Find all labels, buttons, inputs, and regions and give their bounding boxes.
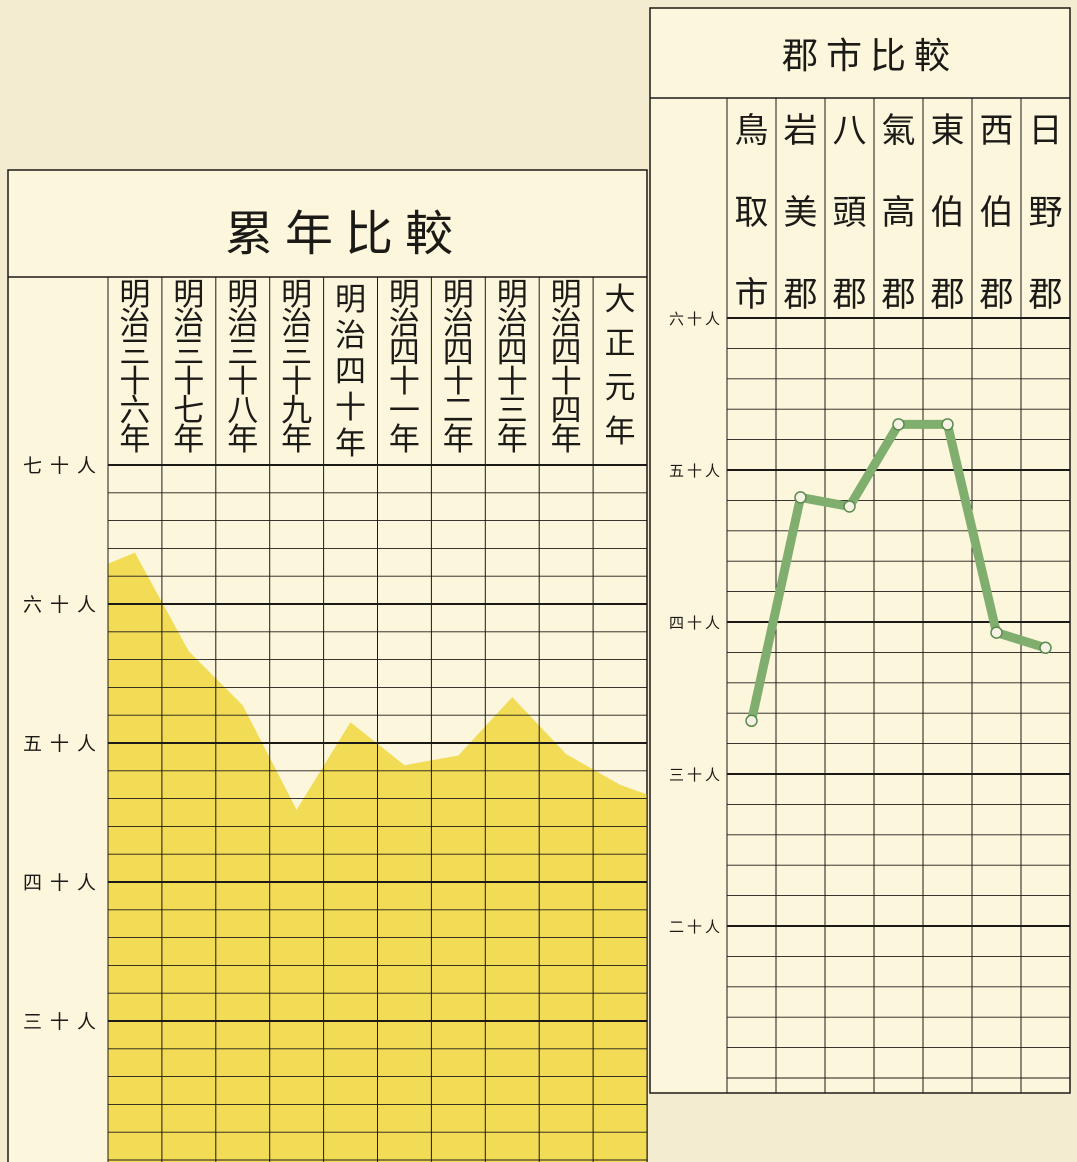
annual-category-label: 明治三十九年: [281, 277, 312, 458]
district-line-layer: [745, 418, 1052, 728]
district-category-label: 岩美郡: [784, 111, 818, 315]
annual-comparison-chart: 累年比較 明治三十六年明治三十七年明治三十八年明治三十九年明治四十年明治四十一年…: [7, 169, 648, 1162]
district-chart-frame: [649, 7, 1071, 1094]
district-category-label: 氣高郡: [882, 111, 916, 315]
annual-y-tick-label: 五十人: [23, 733, 104, 755]
district-y-tick-label: 二十人: [669, 918, 723, 936]
district-data-point: [892, 418, 905, 431]
district-category-label: 西伯郡: [980, 111, 1014, 315]
district-data-point: [1039, 641, 1052, 655]
annual-chart-title: 累年比較: [225, 206, 465, 262]
district-y-tick-label: 四十人: [669, 614, 723, 632]
annual-y-tick-label: 三十人: [23, 1011, 104, 1033]
annual-category-label: 明治四十二年: [443, 277, 474, 458]
district-category-label: 鳥取市: [735, 111, 769, 315]
district-data-point: [843, 500, 856, 513]
annual-y-tick-label: 六十人: [23, 594, 104, 616]
annual-category-labels: 明治三十六年明治三十七年明治三十八年明治三十九年明治四十年明治四十一年明治四十二…: [119, 277, 635, 462]
annual-category-label: 大正元年: [605, 282, 636, 450]
district-y-tick-label: 五十人: [669, 462, 723, 480]
annual-category-label: 明治三十八年: [227, 277, 258, 458]
annual-y-tick-label: 四十人: [23, 872, 104, 894]
district-data-point: [990, 626, 1003, 639]
annual-category-label: 明治三十六年: [119, 277, 150, 458]
district-category-label: 八頭郡: [833, 111, 867, 315]
district-chart-title: 郡市比較: [782, 36, 958, 77]
district-data-point: [745, 714, 758, 728]
annual-category-label: 明治三十七年: [173, 277, 204, 458]
district-category-label: 日野郡: [1029, 111, 1063, 315]
annual-category-label: 明治四十四年: [551, 277, 582, 458]
district-y-tick-label: 六十人: [669, 310, 723, 328]
annual-category-label: 明治四十三年: [497, 277, 528, 458]
district-y-tick-label: 三十人: [669, 766, 723, 784]
district-category-label: 東伯郡: [931, 111, 965, 315]
annual-y-tick-label: 七十人: [23, 455, 104, 477]
district-grid: [726, 98, 1071, 1093]
district-data-point: [794, 491, 807, 504]
district-data-point: [941, 418, 954, 431]
annual-category-label: 明治四十一年: [389, 277, 420, 458]
annual-category-label: 明治四十年: [335, 282, 366, 462]
annual-grid: [107, 277, 648, 1162]
